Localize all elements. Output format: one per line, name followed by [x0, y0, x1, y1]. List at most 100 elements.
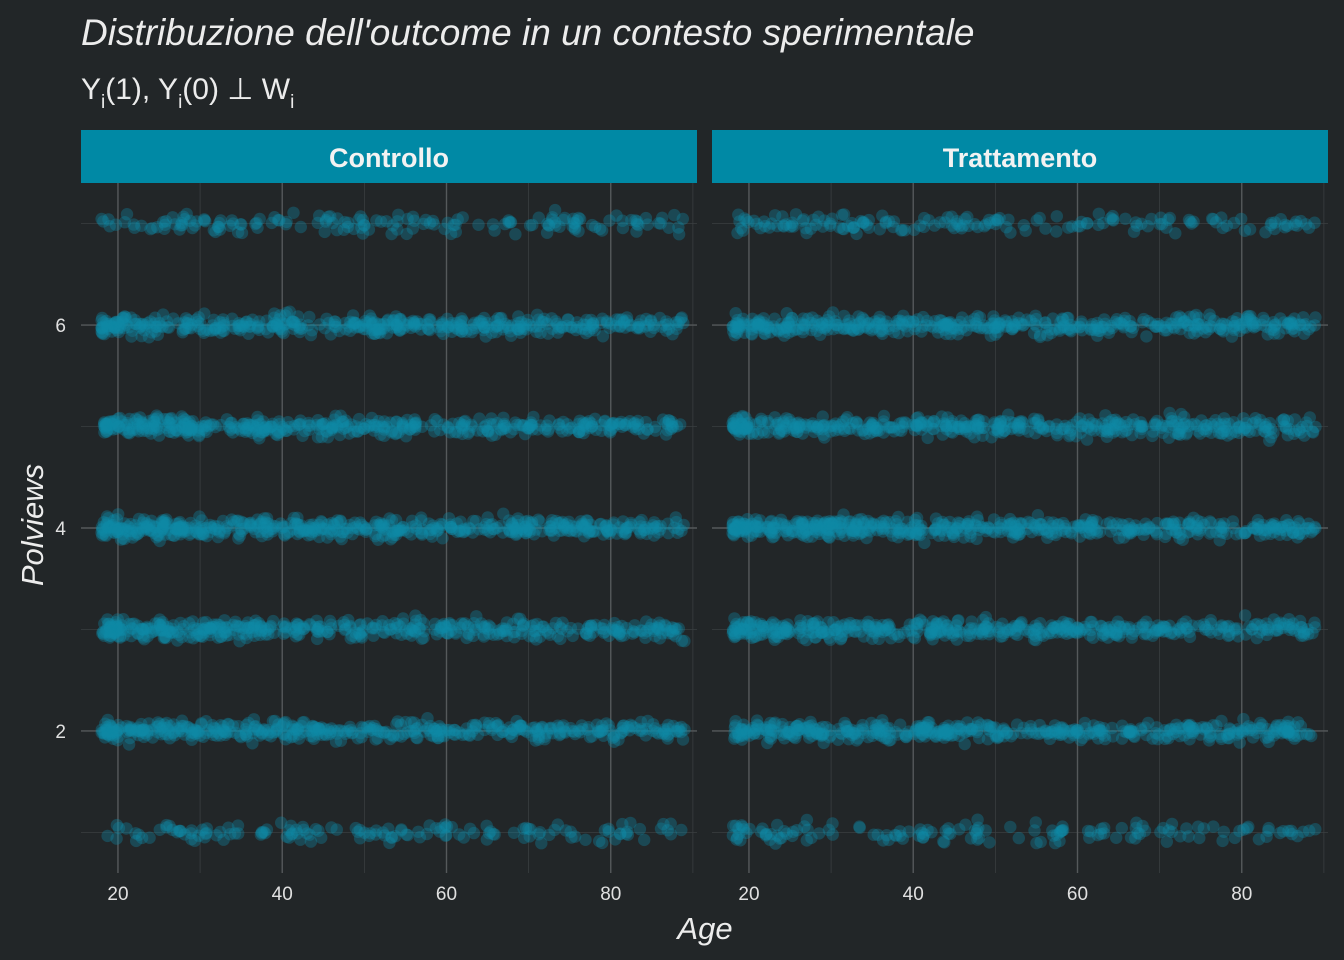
data-point	[214, 825, 227, 839]
data-point	[431, 731, 445, 745]
data-point	[122, 624, 135, 638]
data-point	[120, 719, 133, 733]
data-point	[244, 520, 258, 533]
data-point	[667, 628, 680, 641]
data-point	[441, 627, 454, 640]
data-point	[1183, 733, 1196, 746]
data-point	[846, 726, 860, 740]
data-point	[343, 320, 356, 333]
data-point	[437, 327, 450, 341]
data-point	[277, 627, 290, 640]
data-point	[199, 715, 213, 728]
data-point	[449, 728, 462, 741]
data-point	[1050, 418, 1064, 431]
data-point	[399, 624, 412, 637]
data-point	[409, 722, 423, 736]
data-point	[1282, 719, 1295, 733]
data-point	[585, 730, 599, 743]
data-point	[98, 731, 112, 744]
data-point	[467, 617, 480, 630]
data-point	[915, 615, 929, 628]
data-point	[113, 621, 126, 635]
data-point	[132, 828, 145, 841]
data-point	[361, 617, 374, 630]
data-point	[303, 619, 317, 632]
data-point	[143, 831, 156, 844]
data-point	[222, 718, 235, 731]
data-point	[666, 625, 679, 638]
data-point	[237, 627, 250, 640]
data-point	[255, 726, 268, 739]
data-point	[154, 618, 167, 632]
data-point	[672, 228, 686, 241]
data-point	[171, 722, 184, 735]
data-point	[415, 632, 428, 645]
data-point	[344, 632, 357, 645]
data-point	[439, 829, 452, 842]
data-point	[214, 719, 227, 732]
data-point	[277, 728, 290, 741]
data-point	[535, 837, 548, 850]
data-point	[246, 726, 260, 740]
data-point	[1134, 419, 1147, 432]
data-point	[417, 631, 430, 645]
data-point	[218, 725, 231, 738]
data-point	[177, 620, 190, 633]
data-point	[252, 723, 265, 736]
data-point	[361, 721, 374, 734]
data-point	[594, 725, 607, 739]
data-point	[457, 831, 470, 844]
data-point	[157, 631, 170, 645]
data-point	[475, 617, 488, 630]
data-point	[544, 520, 557, 533]
data-point	[369, 828, 382, 841]
data-point	[356, 624, 370, 637]
data-point	[463, 822, 477, 835]
data-point	[197, 626, 211, 639]
data-point	[297, 622, 311, 635]
data-point	[806, 617, 820, 630]
data-point	[457, 525, 470, 539]
data-point	[143, 518, 156, 531]
data-point	[657, 723, 671, 736]
data-point	[140, 724, 154, 737]
data-point	[318, 727, 332, 741]
data-point	[150, 720, 163, 734]
data-point	[529, 734, 542, 747]
data-point	[355, 631, 369, 644]
data-point	[384, 623, 397, 636]
data-point	[334, 734, 348, 747]
data-point	[353, 628, 366, 641]
data-point	[349, 821, 362, 835]
data-point	[288, 319, 302, 332]
data-point	[342, 613, 355, 627]
data-point	[507, 423, 521, 436]
data-point	[256, 727, 269, 740]
data-point	[240, 315, 253, 328]
data-point	[312, 722, 326, 735]
data-point	[152, 719, 165, 733]
data-point	[104, 728, 118, 741]
data-point	[496, 725, 509, 738]
data-point	[594, 621, 607, 635]
data-point	[110, 727, 123, 740]
data-point	[177, 719, 191, 733]
data-point	[279, 620, 292, 633]
data-point	[1174, 528, 1187, 541]
data-point	[476, 620, 489, 633]
data-point	[315, 831, 328, 844]
data-point	[556, 721, 569, 734]
data-point	[570, 320, 584, 334]
data-point	[409, 626, 422, 639]
data-point	[586, 626, 600, 639]
data-point	[418, 625, 431, 638]
data-point	[105, 726, 119, 739]
data-point	[214, 620, 227, 634]
data-point	[667, 719, 680, 733]
data-point	[1079, 623, 1092, 636]
data-point	[543, 828, 556, 842]
data-point	[122, 723, 136, 737]
data-point	[239, 728, 252, 741]
data-point	[242, 716, 255, 730]
data-point	[668, 622, 681, 635]
